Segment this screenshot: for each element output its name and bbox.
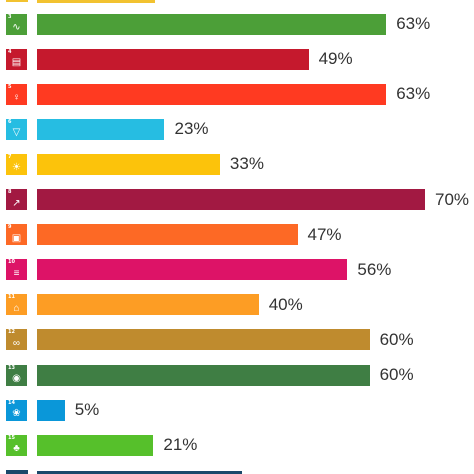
value-label-goal-11: 40% xyxy=(268,294,303,314)
sdg-goal-number: 13 xyxy=(8,364,15,371)
book-icon: ▤ xyxy=(11,57,22,69)
value-label-goal-6: 23% xyxy=(174,119,209,139)
growth-chart-icon: ↗ xyxy=(12,197,21,209)
value-label-goal-7: 33% xyxy=(229,154,264,174)
value-label-goal-9: 47% xyxy=(307,224,342,244)
sdg-goal-number: 15 xyxy=(8,434,15,441)
gender-symbol-icon: ♀ xyxy=(12,92,21,104)
value-label-goal-5: 63% xyxy=(396,84,431,104)
partial-icon-top xyxy=(6,0,28,2)
tree-icon: ♣ xyxy=(13,443,20,455)
heartbeat-icon: ∿ xyxy=(12,22,21,33)
sdg-goal-11-tile: 11 ⌂ xyxy=(6,294,27,316)
sdg-goal-number: 4 xyxy=(8,48,12,55)
value-label-goal-15: 21% xyxy=(163,435,198,455)
city-buildings-icon: ⌂ xyxy=(13,302,20,314)
sdg-goal-number: 5 xyxy=(8,83,12,90)
bar-goal-14 xyxy=(37,399,65,421)
infinity-icon: ∞ xyxy=(12,337,21,349)
bar-goal-12 xyxy=(37,329,370,351)
sdg-goal-number: 6 xyxy=(8,118,12,125)
sdg-goal-13-tile: 13 ◉ xyxy=(6,364,27,386)
bar-goal-4 xyxy=(37,48,309,70)
sdg-goal-number: 10 xyxy=(8,259,15,266)
eye-globe-icon: ◉ xyxy=(12,373,21,384)
sdg-goal-number: 7 xyxy=(8,153,12,160)
sun-power-icon: ☀ xyxy=(12,162,21,174)
value-label-goal-12: 60% xyxy=(379,329,414,349)
value-label-goal-10: 56% xyxy=(357,259,392,279)
value-label-goal-14: 5% xyxy=(74,400,100,420)
sdg-goal-4-tile: 4 ▤ xyxy=(6,48,27,70)
bar-goal-10 xyxy=(37,259,348,281)
fish-icon: ❀ xyxy=(12,408,21,420)
sdg-goal-14-tile: 14 ❀ xyxy=(6,399,27,421)
sdg-goal-9-tile: 9 ▣ xyxy=(6,224,27,246)
sdg-goal-number: 11 xyxy=(8,294,15,301)
sdg-goal-12-tile: 12 ∞ xyxy=(6,329,27,351)
bar-goal-8 xyxy=(37,189,425,210)
value-label-goal-4: 49% xyxy=(318,49,353,69)
equality-icon: ≡ xyxy=(13,267,20,279)
sdg-goal-5-tile: 5 ♀ xyxy=(6,83,27,105)
bar-goal-11 xyxy=(37,294,259,316)
water-glass-icon: ▽ xyxy=(12,127,21,139)
sdg-goal-3-tile: 3 ∿ xyxy=(6,13,27,35)
cubes-icon: ▣ xyxy=(11,232,22,244)
sdg-goal-number: 14 xyxy=(8,399,15,406)
bar-goal-6 xyxy=(37,118,165,140)
sdg-goal-number: 9 xyxy=(8,224,12,231)
bar-goal-5 xyxy=(37,83,387,105)
bar-goal-9 xyxy=(37,224,298,246)
sdg-goal-number: 3 xyxy=(8,13,12,20)
value-label-goal-8: 70% xyxy=(435,189,470,209)
partial-icon-bottom xyxy=(6,470,28,474)
bar-goal-3 xyxy=(37,13,387,35)
value-label-goal-3: 63% xyxy=(396,14,431,33)
bar-goal-7 xyxy=(37,153,220,175)
partial-bar-top xyxy=(37,0,155,3)
sdg-goal-7-tile: 7 ☀ xyxy=(6,153,27,175)
sdg-goal-6-tile: 6 ▽ xyxy=(6,118,27,140)
sdg-goal-number: 8 xyxy=(8,189,12,195)
sdg-goal-8-tile: 8 ↗ xyxy=(6,189,27,210)
bar-goal-15 xyxy=(37,434,154,456)
sdg-goal-number: 12 xyxy=(8,329,15,336)
bar-goal-13 xyxy=(37,364,370,386)
partial-bar-bottom xyxy=(37,471,242,474)
sdg-goal-15-tile: 15 ♣ xyxy=(6,434,27,456)
value-label-goal-13: 60% xyxy=(379,365,414,384)
sdg-goal-10-tile: 10 ≡ xyxy=(6,259,27,281)
